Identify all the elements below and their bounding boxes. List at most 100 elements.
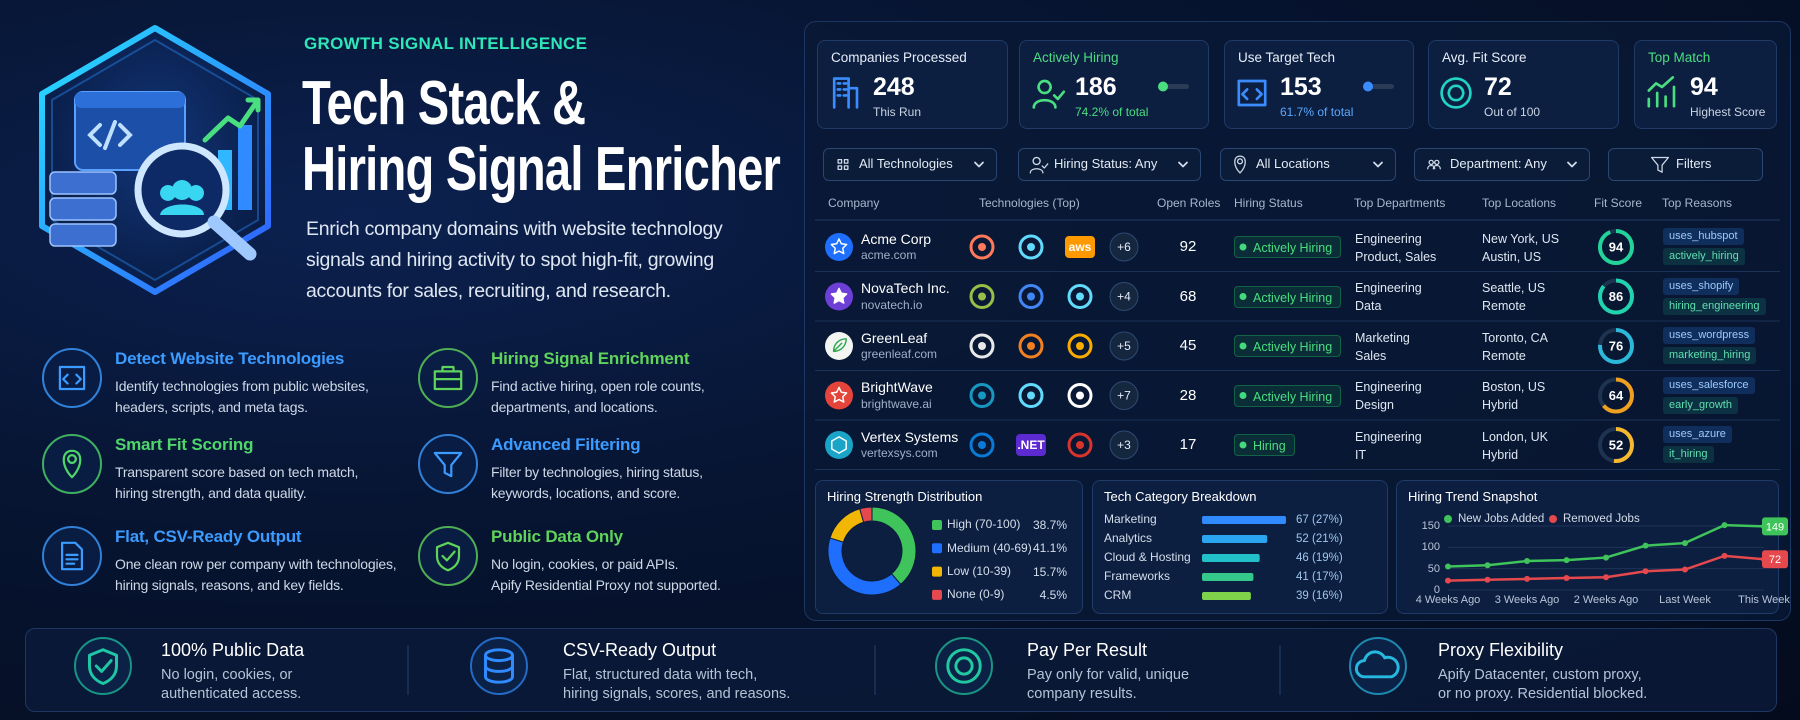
benefit-icon-ring: [1349, 637, 1407, 695]
legend-label: None (0-9): [947, 587, 1005, 602]
x-tick-label: 2 Weeks Ago: [1573, 594, 1639, 606]
department: Engineering: [1355, 429, 1422, 444]
status-pill: Hiring: [1234, 434, 1295, 456]
reason-tag: uses_hubspot: [1663, 228, 1744, 245]
reason-tag: uses_azure: [1663, 426, 1732, 443]
tech-logo: [969, 284, 995, 309]
column-header: Company: [828, 196, 880, 211]
tech-logo-core: [1027, 243, 1035, 251]
icon: [1440, 77, 1472, 109]
feature-title: Advanced Filtering: [491, 434, 641, 454]
tech-logo-core: [1076, 342, 1084, 350]
feature-text: hiring signals, reasons, and key fields.: [115, 576, 344, 593]
tech-logo-core: [1076, 441, 1084, 449]
feature-title: Detect Website Technologies: [115, 348, 345, 368]
benefit-text: company results.: [1027, 685, 1137, 702]
kpi-label: Use Target Tech: [1238, 50, 1336, 66]
magnifier-handle: [207, 215, 257, 261]
open-roles: 17: [1179, 436, 1197, 453]
tech-logo: [1018, 333, 1044, 359]
reason-tag: marketing_hiring: [1663, 347, 1757, 364]
filter-label: Hiring Status: Any: [1054, 156, 1158, 172]
feature-icon-ring: [418, 434, 478, 494]
description-line: signals and hiring activity to spot high…: [306, 249, 714, 272]
column-header: Open Roles: [1157, 196, 1221, 211]
end-tag-label: 72: [1769, 554, 1781, 566]
tech-more-label: +4: [1117, 290, 1131, 304]
status-dot: [1239, 441, 1247, 449]
benefit-icon-ring: [74, 637, 132, 695]
location: Austin, US: [1482, 249, 1542, 264]
tech-logo: [969, 333, 995, 359]
legend-value: 38.7%: [1032, 518, 1067, 532]
tech-logo-core: [978, 342, 986, 350]
status-dot: [1239, 293, 1247, 300]
icon: [1373, 161, 1383, 168]
status-pill: Actively Hiring: [1234, 285, 1342, 308]
location: Seattle, US: [1482, 281, 1546, 296]
icon: [1234, 155, 1246, 174]
department: Marketing: [1355, 330, 1410, 345]
filter-dropdown: [1414, 148, 1590, 181]
chart-panel: [1092, 480, 1388, 614]
fit-ring: [1598, 278, 1634, 315]
kpi-sub: Highest Score: [1690, 105, 1766, 120]
icon: [62, 449, 82, 479]
line-point: [1682, 540, 1688, 547]
tech-more: [1109, 331, 1139, 361]
x-tick-label: 3 Weeks Ago: [1494, 594, 1560, 606]
line-point: [1603, 574, 1609, 581]
icon: [830, 287, 848, 304]
department: Engineering: [1355, 231, 1422, 246]
benefit-title: 100% Public Data: [161, 640, 305, 661]
company-logo: [825, 431, 853, 459]
benefit-title: CSV-Ready Output: [563, 640, 717, 661]
feature-icon-ring: [42, 434, 102, 494]
legend-dot: [1549, 515, 1557, 523]
tech-logo-core: [1027, 292, 1035, 301]
line-point: [1524, 557, 1530, 564]
tech-logo: [1065, 236, 1095, 258]
donut-slice: [829, 508, 865, 543]
icon: [830, 386, 848, 403]
kpi-sub: 61.7% of total: [1280, 105, 1354, 120]
icon: [1650, 156, 1670, 173]
benefit-text: No login, cookies, or: [161, 666, 293, 683]
code-glyph: [87, 120, 133, 150]
column-header: Top Locations: [1482, 196, 1557, 211]
hero-icon: [39, 25, 271, 295]
title-line: Tech Stack &: [302, 69, 586, 138]
eyebrow: GROWTH SIGNAL INTELLIGENCE: [304, 33, 588, 53]
fit-ring: [1598, 427, 1634, 463]
department: Engineering: [1355, 281, 1422, 296]
legend-value: 4.5%: [1039, 587, 1067, 602]
line-point: [1445, 563, 1451, 570]
server-stack: [49, 171, 117, 247]
donut-slice: [827, 537, 902, 596]
kpi-sub: 74.2% of total: [1075, 105, 1149, 120]
legend-label: Removed Jobs: [1563, 512, 1640, 525]
column-header: Hiring Status: [1234, 196, 1303, 211]
benefit-text: or no proxy. Residential blocked.: [1438, 685, 1648, 702]
column-header: Top Reasons: [1662, 196, 1733, 211]
location: New York, US: [1482, 231, 1560, 246]
line-point: [1721, 522, 1728, 529]
feature-title: Flat, CSV-Ready Output: [115, 526, 302, 546]
company-name: NovaTech Inc.: [861, 280, 950, 297]
tech-logo: [1018, 234, 1044, 260]
benefit-text: authenticated access.: [161, 685, 302, 702]
filter-label: All Technologies: [859, 156, 953, 172]
benefit-icon-ring: [470, 637, 528, 695]
company-domain: vertexsys.com: [861, 446, 938, 461]
company-name: GreenLeaf: [861, 329, 928, 346]
company-logo: [825, 381, 853, 410]
feature-text: Filter by technologies, hiring status,: [491, 463, 703, 480]
company-logo: [825, 233, 853, 261]
reason-tag: uses_wordpress: [1663, 327, 1756, 344]
tech-logo: [1018, 284, 1044, 309]
icon: [88, 648, 118, 686]
benefit-text: hiring signals, scores, and reasons.: [563, 685, 791, 702]
icon: [60, 541, 84, 571]
reason-tag: it_hiring: [1663, 446, 1714, 463]
